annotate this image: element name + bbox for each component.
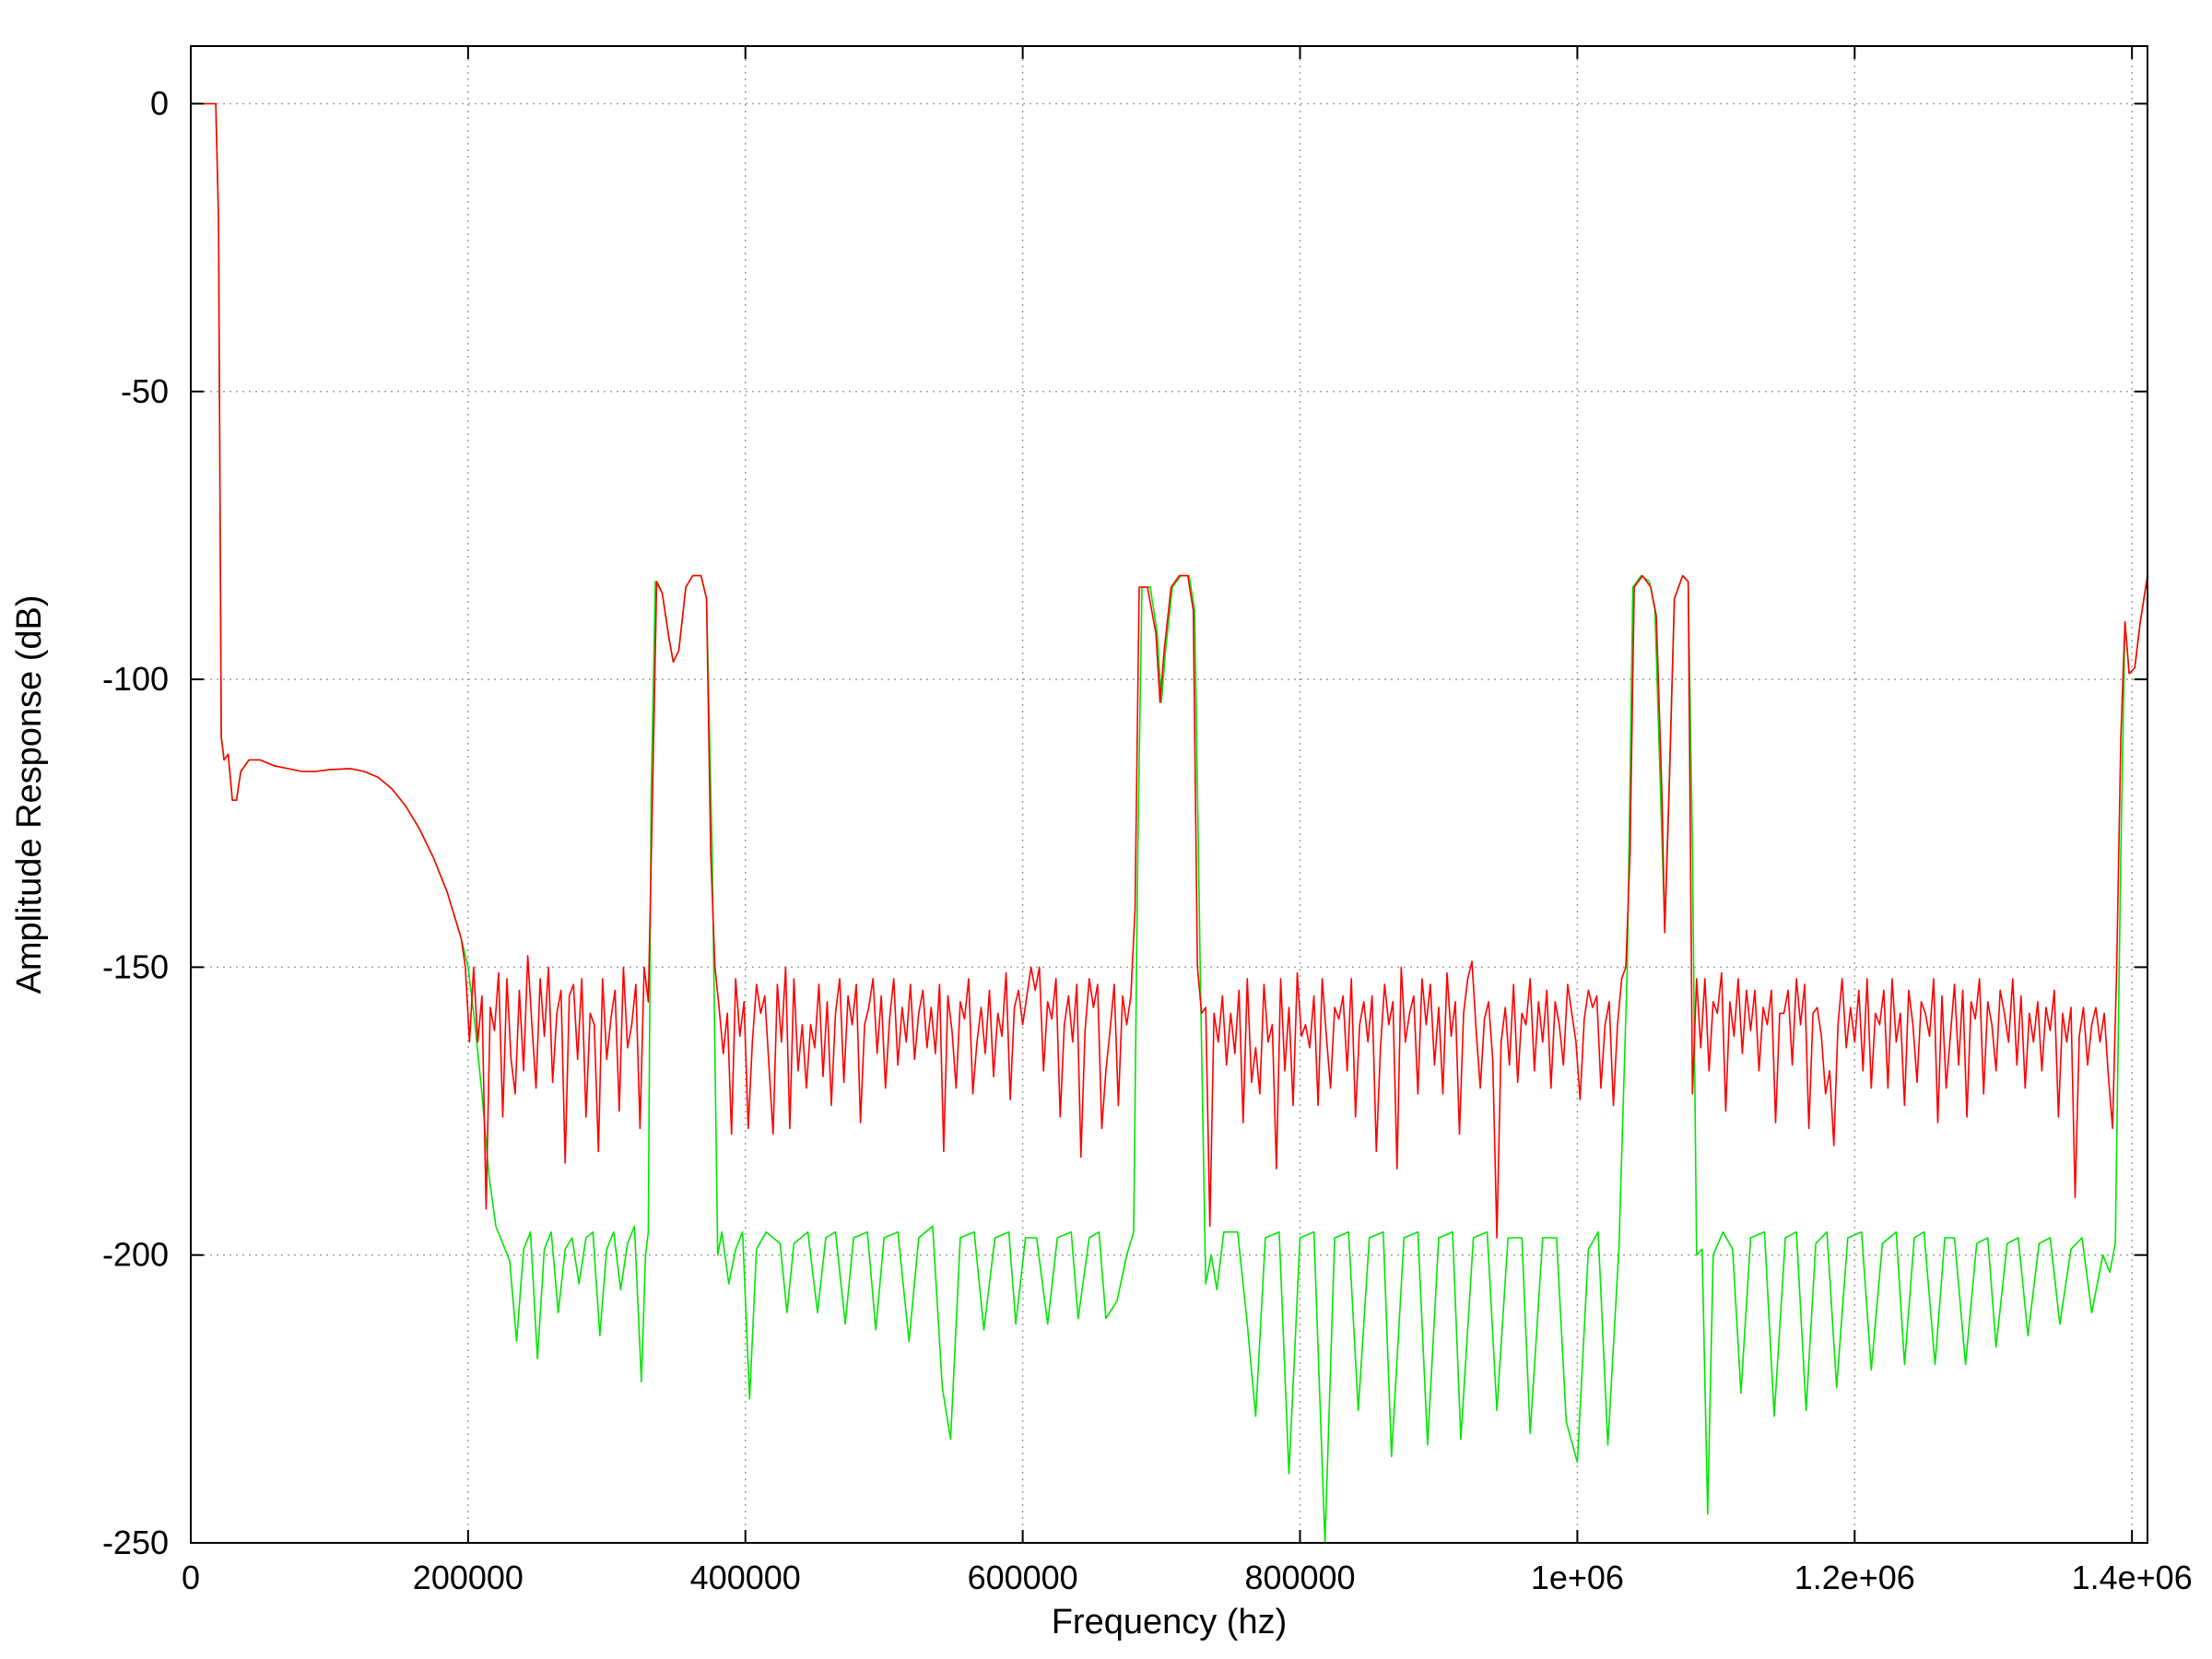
y-tick-label: -250 [102,1524,169,1561]
x-tick-label: 1.2e+06 [1794,1559,1915,1596]
x-tick-label: 600000 [968,1559,1078,1596]
x-tick-label: 1e+06 [1531,1559,1624,1596]
x-tick-label: 0 [182,1559,200,1596]
y-tick-label: -100 [102,660,169,698]
series-line-1 [191,102,2148,1544]
y-tick-label: -50 [121,372,169,410]
x-axis: 0 200000 400000 600000 800000 1e+06 1.2e+06 1.4… [182,46,2193,1596]
y-axis: 0 -50 -100 -150 -200 -250 [102,84,2147,1561]
series-line-2 [191,102,2148,1239]
grid [191,46,2147,1543]
series-group [191,102,2148,1544]
x-tick-label: 200000 [413,1559,524,1596]
x-tick-label: 800000 [1244,1559,1355,1596]
y-tick-label: -150 [102,947,169,985]
x-tick-label: 400000 [690,1559,801,1596]
y-tick-label: 0 [150,84,169,122]
x-tick-label: 1.4e+06 [2072,1559,2193,1596]
plot-frame [190,45,2148,1544]
x-axis-label: Frequency (hz) [1052,1603,1288,1641]
y-axis-label: Amplitude Response (dB) [10,595,49,994]
y-tick-label: -200 [102,1236,169,1274]
